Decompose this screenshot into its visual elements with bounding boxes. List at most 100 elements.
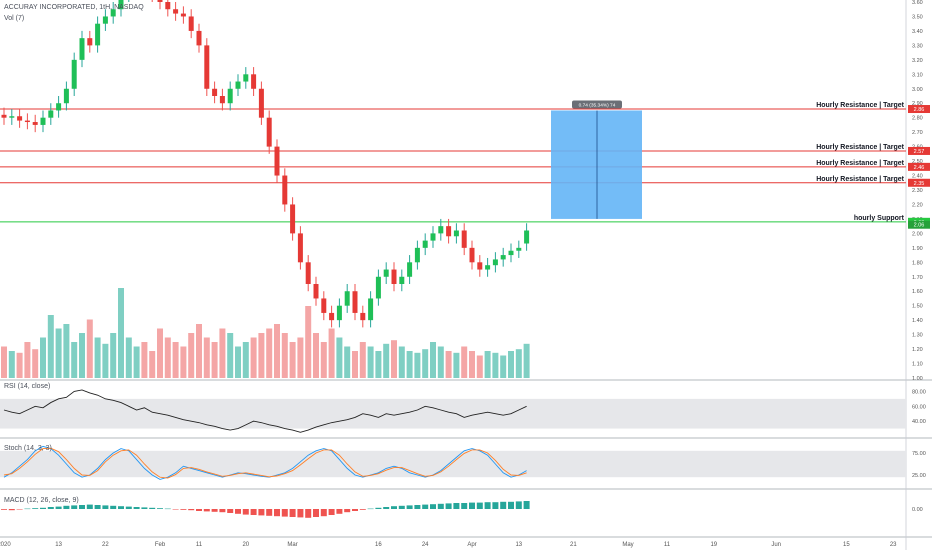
macd-histogram-bar: [492, 502, 499, 509]
candle-body[interactable]: [508, 250, 514, 256]
candle-body[interactable]: [336, 305, 342, 321]
candle-body[interactable]: [56, 103, 62, 111]
candle-body[interactable]: [360, 312, 366, 321]
rsi-band: [0, 398, 906, 429]
candle-body[interactable]: [391, 269, 397, 284]
candle-body[interactable]: [258, 88, 264, 118]
candle-body[interactable]: [344, 291, 350, 306]
candle-body[interactable]: [430, 233, 436, 241]
candle-body[interactable]: [274, 146, 280, 176]
candle-body[interactable]: [329, 312, 335, 321]
candle-body[interactable]: [212, 88, 218, 96]
candle-body[interactable]: [40, 117, 46, 125]
candle-body[interactable]: [516, 247, 522, 251]
stoch-tick-label: 75.00: [912, 451, 926, 457]
candle-body[interactable]: [500, 255, 506, 260]
rsi-tick-label: 80.00: [912, 389, 926, 395]
candle-body[interactable]: [17, 116, 23, 121]
candle-body[interactable]: [461, 230, 467, 248]
candle-body[interactable]: [110, 9, 116, 17]
candle-body[interactable]: [297, 233, 303, 263]
volume-bar: [157, 328, 163, 378]
candle-body[interactable]: [9, 116, 15, 118]
projection-label: 0.74 (35.34%) 74: [579, 102, 616, 108]
candle-body[interactable]: [422, 240, 428, 248]
candle-body[interactable]: [266, 117, 272, 147]
volume-bar: [422, 349, 429, 378]
macd-histogram-bar: [32, 508, 39, 509]
candle-body[interactable]: [352, 291, 358, 313]
price-tick-label: 2.20: [912, 202, 923, 208]
level-label: Hourly Resistance | Target: [816, 102, 904, 109]
macd-histogram-bar: [47, 507, 54, 509]
volume-bar: [305, 306, 312, 378]
candle-body[interactable]: [485, 265, 491, 270]
candle-body[interactable]: [204, 45, 210, 89]
macd-histogram-bar: [289, 509, 296, 517]
macd-histogram-bar: [414, 505, 421, 509]
candle-body[interactable]: [188, 16, 194, 31]
candle-body[interactable]: [477, 262, 483, 270]
volume-bar: [281, 333, 288, 378]
candle-body[interactable]: [32, 122, 38, 125]
volume-bar: [391, 340, 397, 378]
candle-body[interactable]: [368, 298, 374, 321]
volume-bar: [63, 324, 70, 378]
candle-body[interactable]: [446, 226, 452, 237]
candle-body[interactable]: [235, 81, 241, 89]
candle-body[interactable]: [180, 13, 186, 17]
volume-bar: [289, 342, 296, 378]
macd-histogram-bar: [1, 509, 7, 510]
candle-body[interactable]: [407, 262, 413, 277]
candle-body[interactable]: [165, 2, 171, 10]
candle-body[interactable]: [79, 38, 85, 60]
candle-body[interactable]: [157, 0, 163, 2]
candle-body[interactable]: [492, 259, 498, 266]
macd-histogram-bar: [391, 506, 397, 509]
candle-body[interactable]: [453, 230, 459, 237]
candle-body[interactable]: [71, 59, 77, 89]
candle-body[interactable]: [63, 88, 69, 104]
volume-bar: [500, 355, 507, 378]
time-axis-label: 22: [102, 542, 109, 548]
candle-body[interactable]: [251, 74, 257, 89]
volume-bar: [492, 352, 499, 378]
volume-bar: [180, 346, 187, 378]
candle-body[interactable]: [196, 30, 202, 46]
candle-body[interactable]: [87, 38, 93, 46]
candle-body[interactable]: [173, 9, 179, 14]
candle-body[interactable]: [438, 226, 444, 234]
candle-body[interactable]: [1, 114, 7, 118]
price-projection-box[interactable]: [551, 110, 642, 219]
candle-body[interactable]: [282, 175, 288, 205]
volume-bar: [336, 337, 343, 378]
candle-body[interactable]: [48, 110, 54, 118]
candle-body[interactable]: [102, 16, 108, 24]
candle-body[interactable]: [24, 120, 30, 123]
volume-bar: [515, 349, 522, 378]
symbol-title: ACCURAY INCORPORATED, 1tH, NASDAQ: [4, 4, 144, 11]
candle-body[interactable]: [321, 298, 327, 313]
candle-body[interactable]: [313, 284, 319, 299]
macd-histogram-bar: [274, 509, 280, 517]
candle-body[interactable]: [219, 96, 225, 104]
candle-body[interactable]: [118, 0, 124, 10]
candle-body[interactable]: [383, 269, 389, 277]
macd-histogram-bar: [352, 509, 358, 511]
volume-bar: [523, 343, 530, 378]
candle-body[interactable]: [95, 23, 101, 46]
candle-body[interactable]: [305, 262, 311, 284]
candle-body[interactable]: [399, 276, 405, 284]
candle-body[interactable]: [375, 276, 381, 299]
candle-body[interactable]: [243, 74, 249, 82]
candle-body[interactable]: [290, 204, 296, 234]
macd-histogram-bar: [141, 507, 148, 509]
candle-body[interactable]: [524, 230, 530, 244]
candle-body[interactable]: [469, 247, 475, 263]
volume-bar: [297, 337, 304, 378]
price-tick-label: 1.20: [912, 347, 923, 353]
candle-body[interactable]: [227, 88, 233, 104]
candle-body[interactable]: [414, 247, 420, 263]
macd-histogram-bar: [133, 507, 140, 509]
